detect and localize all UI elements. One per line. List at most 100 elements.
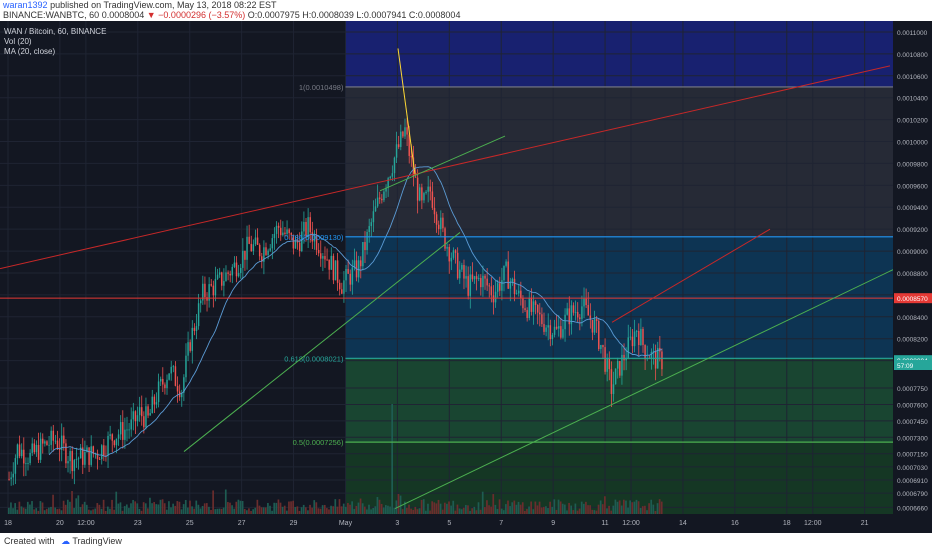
candle-body (208, 284, 210, 301)
candle-body (650, 351, 653, 359)
candle-body (366, 232, 368, 251)
volume-bar (222, 507, 225, 514)
trend-line-green-1 (183, 232, 461, 452)
footer: Created with ☁ TradingView (0, 533, 932, 550)
candle-body (309, 217, 311, 233)
candle-body (67, 461, 69, 464)
candle-body (166, 379, 168, 389)
time-tick-label: 20 (56, 520, 64, 527)
price-tick-label: 0.0007150 (897, 452, 928, 459)
volume-bar (10, 502, 12, 514)
chart-area[interactable]: 1(0.0010498) 0.786(0.0009130) 0.618(0.0008… (0, 21, 932, 535)
volume-bar (389, 506, 391, 514)
candle-body (286, 229, 288, 235)
candle-body (326, 259, 328, 261)
candle-body (429, 186, 432, 192)
volume-bar (203, 503, 206, 514)
volume-bar (473, 506, 476, 514)
candle-body (330, 255, 333, 270)
volume-bar (123, 506, 126, 514)
author-link[interactable]: waran1392 (3, 0, 48, 10)
volume-bar (79, 507, 82, 514)
candle-body (530, 297, 533, 312)
volume-bar (77, 495, 80, 514)
volume-bar (33, 509, 35, 514)
candle-body (414, 176, 417, 178)
candle-body (374, 206, 377, 212)
candle-body (416, 177, 419, 201)
volume-bar (465, 504, 467, 514)
candle-body (218, 272, 221, 275)
volume-bar (269, 505, 271, 514)
volume-bar (311, 507, 313, 514)
volume-bar (359, 498, 362, 514)
price-chart[interactable]: 1(0.0010498) 0.786(0.0009130) 0.618(0.0008… (0, 21, 932, 533)
candle-body (488, 285, 490, 287)
trend-line-red-long (0, 65, 891, 270)
volume-bar (639, 507, 642, 514)
price-badge-2 (894, 360, 932, 371)
volume-bar (153, 502, 156, 514)
time-tick-label: 25 (186, 520, 194, 527)
volume-bar (559, 501, 562, 514)
volume-bar (111, 499, 113, 514)
volume-bar (216, 508, 219, 514)
volume-bar (401, 509, 404, 514)
volume-bar (654, 510, 657, 514)
candle-body (471, 274, 474, 280)
volume-bar (69, 501, 71, 514)
candle-body (524, 308, 526, 311)
volume-bar (629, 500, 631, 514)
volume-bar (412, 509, 415, 514)
volume-bar (641, 506, 644, 514)
candle-body (237, 273, 240, 277)
volume-bar (420, 499, 423, 514)
tradingview-logo-icon[interactable]: ☁ (61, 536, 71, 546)
candle-body (357, 260, 360, 278)
candle-body (172, 366, 175, 368)
candle-body (591, 319, 594, 333)
candle-body (162, 378, 164, 385)
candle-body (107, 435, 109, 456)
volume-bar (26, 501, 29, 514)
volume-bar (481, 491, 484, 514)
volume-bar (523, 510, 526, 514)
candle-body (141, 407, 143, 417)
candle-body (448, 246, 450, 262)
volume-bar (505, 504, 507, 514)
candle-body (621, 354, 623, 376)
price-tick-label: 0.0007450 (897, 419, 928, 426)
volume-bar (172, 503, 174, 514)
volume-bar (578, 508, 581, 514)
candle-body (421, 187, 423, 201)
candle-body (612, 384, 615, 394)
legend-volume: Vol (20) (4, 37, 32, 46)
volume-bar (102, 499, 105, 514)
candle-body (513, 278, 516, 295)
legend-symbol: WAN / Bitcoin, 60, BINANCE (4, 27, 107, 36)
volume-bar (300, 507, 303, 514)
candle-body (242, 250, 244, 268)
candle-body (189, 342, 191, 351)
volume-bar (467, 505, 469, 514)
time-tick-label: 21 (861, 520, 869, 527)
time-tick-label: 3 (395, 520, 399, 527)
candle-body (499, 283, 501, 291)
candle-body (134, 411, 137, 422)
candle-body (54, 440, 57, 442)
volume-bar (427, 503, 429, 514)
volume-bar (277, 499, 280, 514)
candle-body (96, 453, 99, 460)
footer-brand[interactable]: TradingView (72, 536, 122, 546)
candle-body (8, 478, 10, 480)
candle-body (600, 345, 602, 350)
volume-bar (56, 509, 59, 514)
volume-bar (370, 509, 372, 514)
volume-bar (490, 506, 492, 514)
volume-bar (90, 510, 92, 514)
candle-body (56, 440, 59, 449)
candle-body (549, 325, 552, 340)
candle-body (63, 435, 65, 444)
price-tick-label: 0.0006790 (897, 491, 928, 498)
candle-body (362, 242, 364, 267)
